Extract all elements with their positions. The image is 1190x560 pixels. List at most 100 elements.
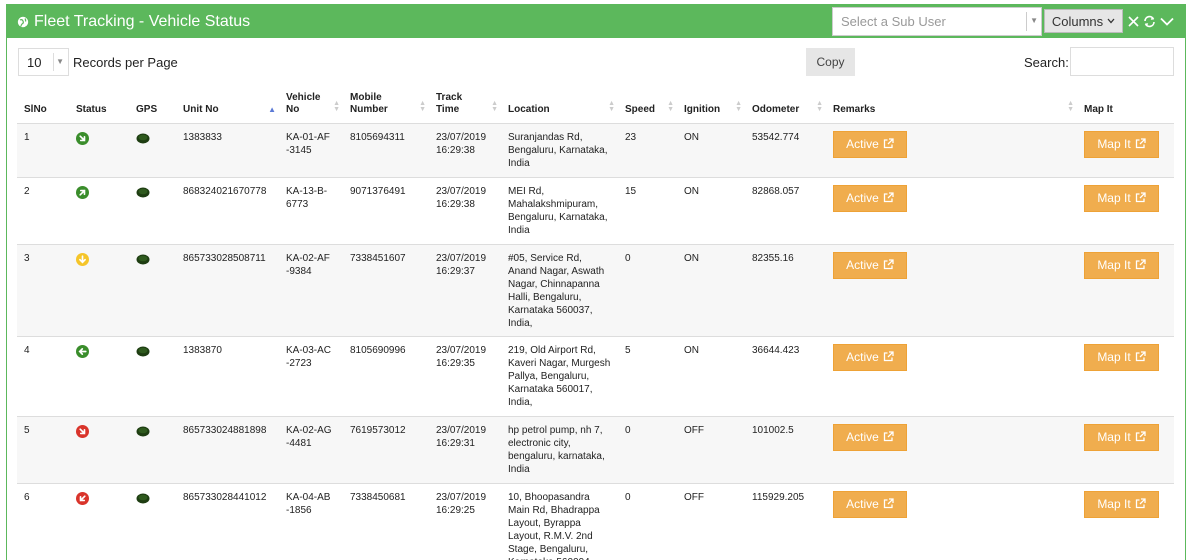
cell-slno: 3 — [17, 244, 69, 337]
copy-button[interactable]: Copy — [806, 48, 855, 76]
caret-down-icon: ▼ — [1030, 16, 1038, 25]
sort-icon[interactable]: ▲ ▼ — [1067, 100, 1074, 113]
active-button[interactable]: Active — [833, 491, 907, 518]
subuser-select[interactable]: Select a Sub User ▼ — [832, 7, 1042, 36]
active-label: Active — [846, 430, 879, 444]
external-link-icon — [879, 137, 894, 152]
active-button[interactable]: Active — [833, 185, 907, 212]
cell-speed: 0 — [618, 483, 677, 560]
table-row: 3 865733028508711 KA-02-AF-9384 7338451607 2… — [17, 244, 1174, 337]
cell-slno: 2 — [17, 177, 69, 245]
column-header-speed[interactable]: Speed ▲ ▼ — [618, 92, 677, 124]
sort-icon[interactable]: ▲ ▼ — [608, 100, 615, 113]
cell-ignition: ON — [677, 244, 745, 337]
cell-odometer: 115929.205 — [745, 483, 826, 560]
gps-icon — [136, 254, 170, 265]
sort-icon[interactable]: ▲ ▼ — [491, 100, 498, 113]
active-button[interactable]: Active — [833, 344, 907, 371]
column-header-label: Location — [508, 104, 550, 115]
collapse-chevron-icon[interactable] — [1159, 12, 1175, 30]
panel-header: Fleet Tracking - Vehicle Status Select a… — [7, 5, 1185, 38]
sort-asc-icon[interactable]: ▲ — [268, 105, 276, 114]
cell-unit-no-text: 865733024881898 — [183, 425, 267, 436]
table-header-row: SlNo Status GPS Unit No ▲ Vehicle No ▲ ▼ Mobile … — [17, 92, 1174, 124]
cell-location-text: MEI Rd, Mahalakshmipuram, Bengaluru, Kar… — [508, 186, 608, 236]
sort-icon[interactable]: ▲ ▼ — [419, 100, 426, 113]
cell-odometer-text: 82868.057 — [752, 186, 800, 197]
column-header-location[interactable]: Location ▲ ▼ — [501, 92, 618, 124]
cell-gps — [129, 416, 176, 484]
cell-mobile: 8105694311 — [343, 123, 429, 178]
cell-ignition-text: ON — [684, 253, 699, 264]
close-icon[interactable] — [1125, 12, 1141, 30]
active-button[interactable]: Active — [833, 252, 907, 279]
map-it-button[interactable]: Map It — [1084, 131, 1159, 158]
cell-unit-no-text: 865733028441012 — [183, 492, 267, 503]
records-per-page-select[interactable]: 10 ▼ — [18, 48, 69, 76]
gps-icon — [136, 346, 170, 357]
map-it-button[interactable]: Map It — [1084, 185, 1159, 212]
cell-status — [69, 244, 129, 337]
search-label: Search: — [1024, 55, 1069, 70]
cell-unit-no-text: 1383833 — [183, 132, 222, 143]
columns-button[interactable]: Columns — [1044, 9, 1123, 33]
column-header-unit-no[interactable]: Unit No ▲ — [176, 92, 279, 124]
map-it-label: Map It — [1097, 191, 1131, 205]
cell-status — [69, 177, 129, 245]
search-input[interactable] — [1070, 47, 1174, 76]
cell-track-time-text: 23/07/2019 16:29:38 — [436, 132, 487, 156]
external-link-icon — [1131, 350, 1146, 365]
cell-status — [69, 336, 129, 417]
cell-unit-no: 865733024881898 — [176, 416, 279, 484]
column-header-remarks[interactable]: Remarks ▲ ▼ — [826, 92, 1077, 124]
gps-icon — [136, 133, 170, 144]
cell-vehicle-no-text: KA-13-B-6773 — [286, 186, 328, 210]
external-link-icon — [879, 497, 894, 512]
columns-label: Columns — [1051, 13, 1104, 29]
cell-unit-no-text: 1383870 — [183, 345, 222, 356]
active-button[interactable]: Active — [833, 131, 907, 158]
refresh-icon[interactable] — [1141, 12, 1157, 30]
subuser-placeholder: Select a Sub User — [841, 14, 946, 29]
cell-ignition: ON — [677, 336, 745, 417]
sort-icon[interactable]: ▲ ▼ — [333, 100, 340, 113]
external-link-icon — [1131, 258, 1146, 273]
cell-slno: 1 — [17, 123, 69, 178]
sort-icon[interactable]: ▲ ▼ — [667, 100, 674, 113]
active-label: Active — [846, 137, 879, 151]
gps-icon — [136, 426, 170, 437]
map-it-button[interactable]: Map It — [1084, 344, 1159, 371]
column-header-label: Track Time — [436, 92, 463, 115]
column-header-ignition[interactable]: Ignition ▲ ▼ — [677, 92, 745, 124]
records-per-page-value: 10 — [27, 54, 42, 70]
cell-gps — [129, 123, 176, 178]
cell-slno-text: 5 — [24, 425, 30, 436]
cell-status — [69, 123, 129, 178]
external-link-icon — [879, 430, 894, 445]
status-idle-down-icon — [76, 253, 123, 266]
cell-map-it: Map It — [1077, 123, 1174, 178]
active-button[interactable]: Active — [833, 424, 907, 451]
column-header-label: Ignition — [684, 104, 721, 115]
cell-slno: 4 — [17, 336, 69, 417]
cell-mobile: 9071376491 — [343, 177, 429, 245]
column-header-track-time[interactable]: Track Time ▲ ▼ — [429, 92, 501, 124]
map-it-button[interactable]: Map It — [1084, 424, 1159, 451]
select-divider — [1026, 12, 1027, 31]
cell-speed-text: 23 — [625, 132, 637, 143]
table-row: 2 868324021670778 KA-13-B-6773 9071376491 23… — [17, 177, 1174, 245]
sort-icon[interactable]: ▲ ▼ — [816, 100, 823, 113]
map-it-button[interactable]: Map It — [1084, 252, 1159, 279]
column-header-vehicle-no[interactable]: Vehicle No ▲ ▼ — [279, 92, 343, 124]
cell-track-time: 23/07/2019 16:29:38 — [429, 177, 501, 245]
cell-map-it: Map It — [1077, 244, 1174, 337]
map-it-button[interactable]: Map It — [1084, 491, 1159, 518]
column-header-mobile-number[interactable]: Mobile Number ▲ ▼ — [343, 92, 429, 124]
sort-icon[interactable]: ▲ ▼ — [735, 100, 742, 113]
title-wrap: Fleet Tracking - Vehicle Status — [7, 13, 250, 31]
map-it-label: Map It — [1097, 430, 1131, 444]
cell-vehicle-no: KA-02-AG-4481 — [279, 416, 343, 484]
column-header-odometer[interactable]: Odometer ▲ ▼ — [745, 92, 826, 124]
column-header-label: Unit No — [183, 104, 219, 115]
cell-gps — [129, 483, 176, 560]
